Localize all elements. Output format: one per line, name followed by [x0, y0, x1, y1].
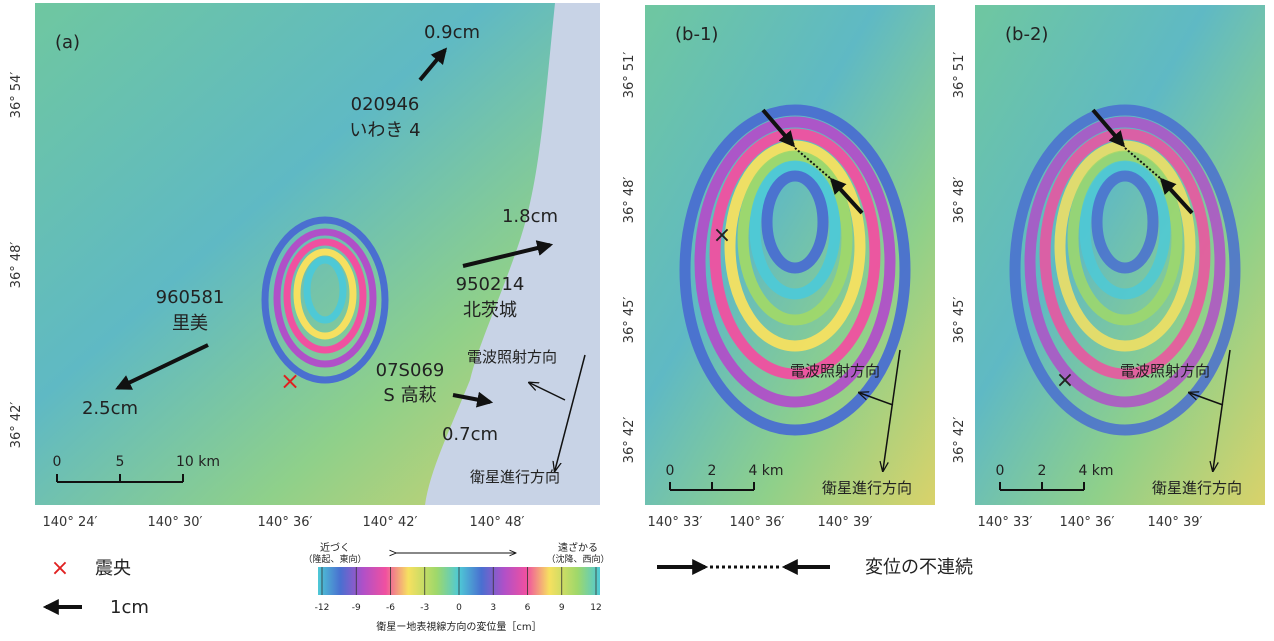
- lon-label: 140° 33′: [648, 515, 703, 530]
- colorbar-tick-label: -9: [352, 603, 361, 613]
- colorbar-tick-label: -6: [386, 603, 395, 613]
- page: InSAR body { margin: 0; width: 1274px; h…: [0, 0, 1274, 637]
- station-id: 020946: [351, 94, 420, 115]
- colorbar-tick-label: 12: [590, 603, 601, 613]
- body: {"panel_a": {"label": "(a)", "stations":…: [0, 0, 1274, 637]
- lon-label: 140° 39′: [818, 515, 873, 530]
- scale-label: 2: [708, 463, 717, 479]
- station-name: S 高萩: [383, 385, 436, 406]
- lat-label: 36° 54′: [9, 72, 24, 119]
- colorbar-tick-label: 9: [559, 603, 565, 613]
- radar-direction: 電波照射方向: [467, 348, 557, 366]
- epicenter-marker: ×: [1056, 368, 1074, 393]
- lon-label: 140° 39′: [1148, 515, 1203, 530]
- panel-label: (a): [55, 32, 80, 53]
- lat-label: 36° 48′: [9, 242, 24, 289]
- approach-note: （隆起、東向）: [303, 553, 366, 565]
- lat-label: 36° 51′: [622, 52, 637, 99]
- scale-label: 0: [666, 463, 675, 479]
- lat-label: 36° 51′: [952, 52, 967, 99]
- displacement: 1.8cm: [502, 206, 558, 227]
- epicenter-marker: ×: [713, 223, 731, 248]
- approach: 近づく: [320, 542, 350, 554]
- station-id: 960581: [156, 287, 225, 308]
- satellite-direction: 衛星進行方向: [1152, 479, 1242, 497]
- scale-label: 5: [116, 454, 125, 470]
- station-id: 950214: [456, 274, 525, 295]
- lat-label: 36° 42′: [952, 417, 967, 464]
- colorbar-tick-label: 0: [456, 603, 462, 613]
- station-id: 07S069: [376, 360, 445, 381]
- scale-label: 0: [996, 463, 1005, 479]
- lon-label: 140° 24′: [43, 515, 98, 530]
- scale-label: 2: [1038, 463, 1047, 479]
- station-name: 北茨城: [463, 300, 517, 321]
- colorbar-title: 衛星ー地表視線方向の変位量［cm］: [376, 620, 541, 633]
- lon-label: 140° 42′: [363, 515, 418, 530]
- lon-label: 140° 36′: [258, 515, 313, 530]
- recede-note: （沈降、西向）: [546, 553, 609, 565]
- radar-direction: 電波照射方向: [1120, 362, 1210, 380]
- arrow-scale-label: 1cm: [110, 597, 149, 618]
- lat-label: 36° 45′: [952, 297, 967, 344]
- scale-label: 0: [53, 454, 62, 470]
- lat-label: 36° 42′: [9, 402, 24, 449]
- epicenter-symbol: ×: [51, 556, 69, 581]
- displacement: 0.9cm: [424, 22, 480, 43]
- discontinuity-label: 変位の不連続: [865, 557, 973, 578]
- satellite-direction: 衛星進行方向: [822, 479, 912, 497]
- epicenter-label: 震央: [95, 558, 131, 579]
- scale-label: 4 km: [748, 463, 783, 479]
- epicenter-marker: ×: [280, 367, 300, 395]
- panel-label: (b-1): [675, 24, 718, 45]
- satellite-direction: 衛星進行方向: [470, 468, 560, 486]
- lon-label: 140° 33′: [978, 515, 1033, 530]
- lon-label: 140° 48′: [470, 515, 525, 530]
- lon-label: 140° 36′: [730, 515, 785, 530]
- lat-label: 36° 48′: [622, 177, 637, 224]
- lon-label: 140° 30′: [148, 515, 203, 530]
- colorbar-tick-label: 3: [490, 603, 496, 613]
- displacement: 2.5cm: [82, 398, 138, 419]
- lat-label: 36° 45′: [622, 297, 637, 344]
- displacement: 0.7cm: [442, 424, 498, 445]
- colorbar-tick-label: 6: [525, 603, 531, 613]
- colorbar: 近づく （隆起、東向） 遠ざかる （沈降、西向） 衛星ー地表視線方向の変位量［c…: [303, 541, 609, 633]
- panel-label: (b-2): [1005, 24, 1048, 45]
- radar-direction: 電波照射方向: [790, 362, 880, 380]
- scale-label: 10 km: [176, 454, 220, 470]
- station-name: 里美: [172, 313, 208, 334]
- recede: 遠ざかる: [558, 541, 598, 554]
- lon-label: 140° 36′: [1060, 515, 1115, 530]
- lat-label: 36° 48′: [952, 177, 967, 224]
- station-name: いわき 4: [349, 120, 420, 141]
- scale-label: 4 km: [1078, 463, 1113, 479]
- figure: (a) 0.9cm 020946 いわき 4 1.8cm 950214 北茨城 …: [0, 0, 1274, 637]
- colorbar-tick-label: -3: [420, 603, 429, 613]
- panel-a: (a) 0.9cm 020946 いわき 4 1.8cm 950214 北茨城 …: [9, 3, 600, 530]
- lat-label: 36° 42′: [622, 417, 637, 464]
- colorbar-tick-label: -12: [315, 603, 330, 613]
